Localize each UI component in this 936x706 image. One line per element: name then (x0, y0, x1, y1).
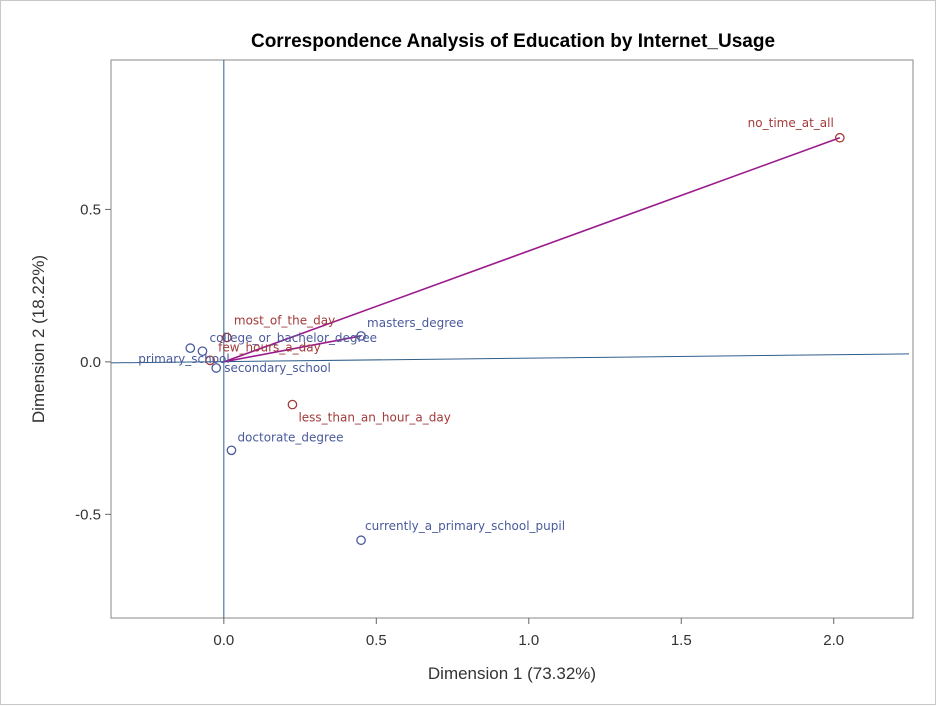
label-college-or-bachelor-degree: college_or_bachelor_degree (209, 331, 376, 345)
point-primary-school (185, 343, 196, 353)
point-no-time-at-all (834, 132, 845, 143)
y-tick-label: -0.5 (75, 506, 101, 523)
point-few-hours-a-day (205, 355, 215, 366)
y-tick-label: 0.5 (80, 201, 101, 218)
label-secondary-school: secondary_school (224, 361, 331, 375)
point-most-of-the-day (222, 332, 232, 343)
label-primary-school: primary_school (138, 352, 229, 366)
vector-no-time-at-all (223, 137, 841, 363)
vector-masters-degree (223, 335, 362, 363)
x-axis-ticks: 0.0 0.5 1.0 1.5 2.0 (213, 618, 844, 649)
point-secondary-school (211, 363, 222, 373)
x-tick-label: 0.5 (366, 632, 387, 649)
reference-lines (110, 60, 910, 618)
label-doctorate-degree: doctorate_degree (237, 430, 343, 444)
x-tick-label: 0.0 (213, 632, 234, 649)
label-most-of-the-day: most_of_the_day (234, 313, 335, 327)
y-axis-label: Dimension 2 (18.22%) (29, 255, 48, 423)
x-axis-label: Dimension 1 (73.32%) (428, 664, 596, 683)
point-doctorate-degree (226, 445, 237, 456)
point-college-or-bachelor-degree (197, 346, 208, 357)
x-tick-label: 1.5 (671, 632, 692, 649)
data-points (185, 132, 845, 546)
plot-area (110, 59, 914, 619)
label-no-time-at-all: no_time_at_all (748, 116, 834, 130)
chart-title: Correspondence Analysis of Education by … (251, 31, 775, 52)
point-masters-degree (356, 331, 366, 341)
point-labels: primary_school college_or_bachelor_degree… (138, 116, 834, 533)
label-few-hours-a-day: few_hours_a_day (218, 340, 321, 354)
label-less-than-an-hour-a-day: less_than_an_hour_a_day (298, 411, 450, 425)
horizontal-reference-line (110, 353, 910, 364)
point-currently-a-primary-school-pupil (356, 535, 366, 546)
x-tick-label: 1.0 (518, 632, 539, 649)
x-tick-label: 2.0 (823, 632, 844, 649)
label-currently-a-primary-school-pupil: currently_a_primary_school_pupil (365, 519, 565, 533)
y-axis-ticks: 0.5 0.0 -0.5 (75, 201, 111, 523)
label-masters-degree: masters_degree (367, 316, 464, 330)
point-less-than-an-hour-a-day (287, 399, 298, 410)
vector-lines (223, 137, 841, 363)
y-tick-label: 0.0 (80, 354, 101, 371)
